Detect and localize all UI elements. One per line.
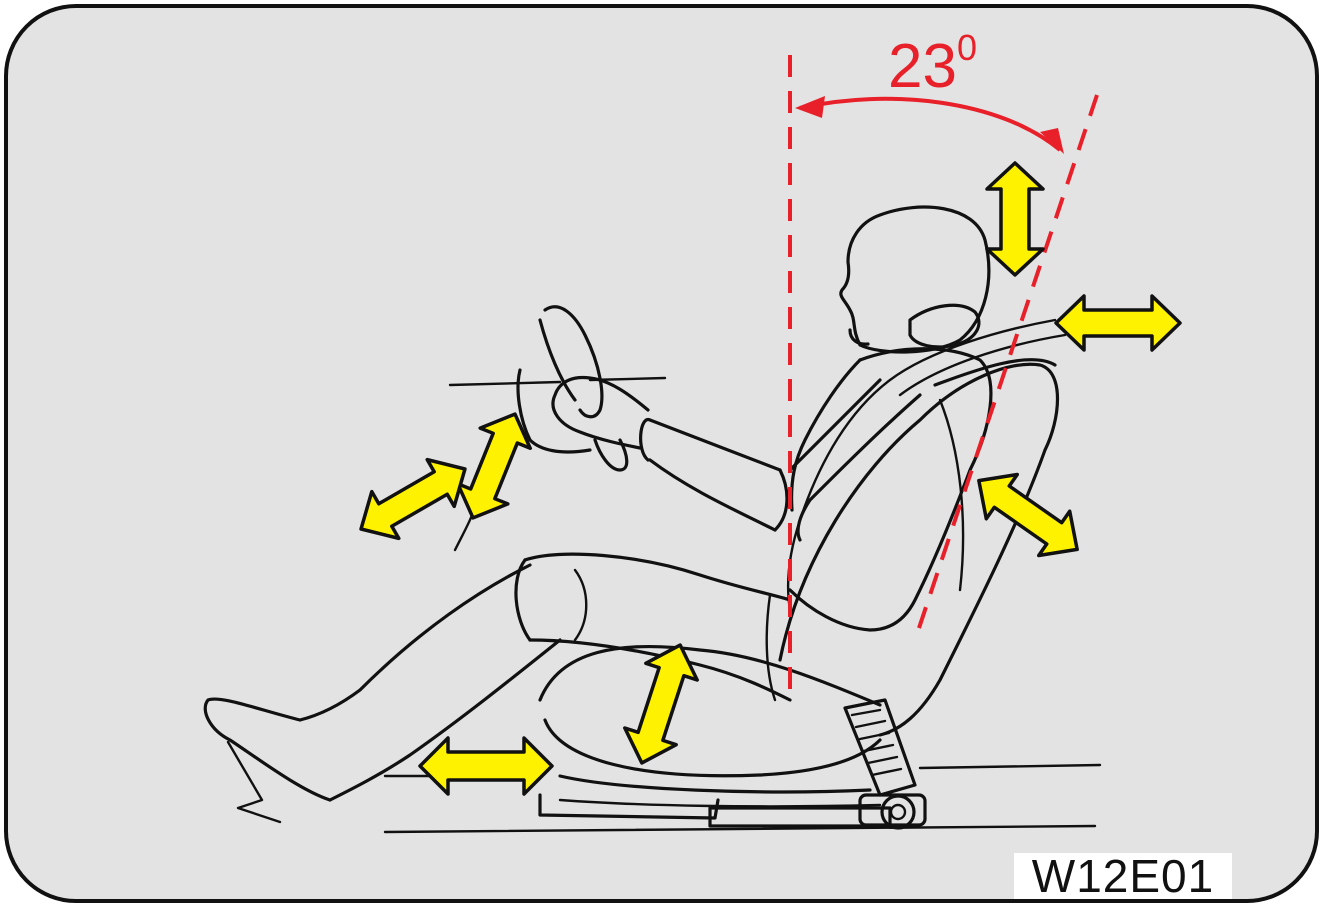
- seat-height-arrow-icon: [623, 643, 699, 765]
- angle-label: 230: [888, 30, 977, 98]
- angle-arc: [799, 96, 1062, 152]
- diagram-panel: [4, 4, 1319, 903]
- seat-fore-aft-arrow-icon: [418, 736, 554, 796]
- angle-arc-arrowhead-left: [795, 96, 825, 118]
- backrest-angle-line: [913, 94, 1099, 641]
- steering-tilt-arrow-icon: [455, 412, 533, 520]
- headrest-fore-aft-arrow-icon: [1054, 294, 1182, 352]
- reference-lines: [788, 55, 1099, 690]
- steering-wheel-icon: [448, 305, 667, 472]
- figure-code: W12E01: [1014, 853, 1232, 899]
- angle-value: 23: [888, 32, 957, 101]
- headrest-height-arrow-icon: [985, 161, 1045, 277]
- seat-icon: [538, 358, 1059, 830]
- backrest-recline-arrow-icon: [977, 472, 1079, 558]
- adjust-arrows: [359, 161, 1182, 796]
- steering-reach-arrow-icon: [359, 457, 467, 541]
- angle-arc-arrowhead-right: [1040, 128, 1064, 154]
- angle-unit: 0: [956, 27, 977, 68]
